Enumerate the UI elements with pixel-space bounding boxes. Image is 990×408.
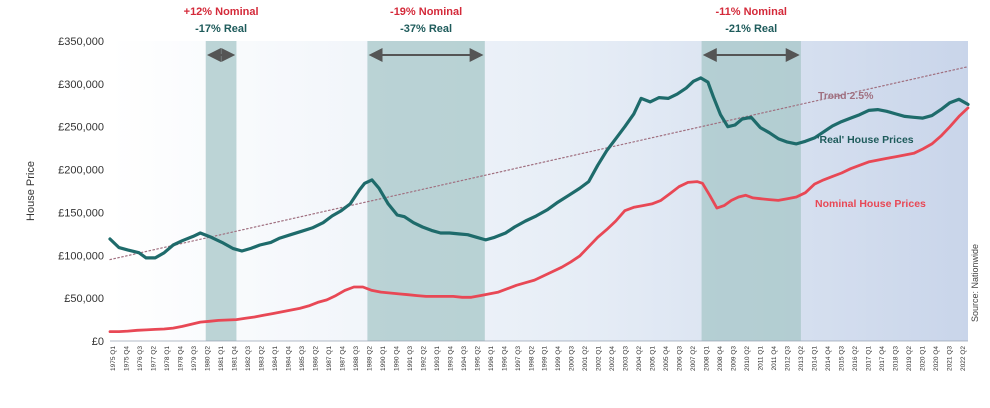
x-tick-label: 2005 Q4: [663, 346, 670, 371]
x-tick-label: 1988 Q3: [353, 346, 360, 371]
x-tick-label: 2006 Q3: [677, 346, 684, 371]
x-tick-label: 2020 Q4: [933, 346, 940, 371]
y-tick-label: £100,000: [58, 250, 104, 262]
y-tick-label: £150,000: [58, 207, 104, 219]
period-nominal-change-2: -19% Nominal: [390, 6, 462, 18]
x-tick-label: 1979 Q3: [191, 346, 198, 371]
plot-background: [110, 41, 968, 341]
x-tick-label: 1994 Q3: [461, 346, 468, 371]
x-tick-label: 1990 Q1: [380, 346, 387, 371]
x-tick-label: 2010 Q2: [744, 346, 751, 371]
x-tick-label: 2017 Q4: [879, 346, 886, 371]
x-tick-label: 1975 Q1: [110, 346, 117, 371]
x-tick-label: 1991 Q3: [407, 346, 414, 371]
x-tick-label: 1996 Q4: [501, 346, 508, 371]
x-tick-label: 1987 Q1: [326, 346, 333, 371]
x-tick-label: 1986 Q2: [312, 346, 319, 371]
x-tick-label: 2019 Q2: [906, 346, 913, 371]
trend-series-label: Trend 2.5%: [818, 90, 874, 102]
x-tick-label: 1996 Q1: [488, 346, 495, 371]
x-tick-label: 1993 Q1: [434, 346, 441, 371]
x-tick-label: 2011 Q4: [771, 346, 778, 371]
annotations: +12% Nominal -17% Real -19% Nominal -37% Re…: [184, 6, 800, 62]
x-tick-label: 2020 Q1: [920, 346, 927, 371]
y-tick-label: £200,000: [58, 165, 104, 177]
x-tick-label: 1998 Q2: [528, 346, 535, 371]
x-tick-label: 2004 Q2: [636, 346, 643, 371]
x-tick-label: 2002 Q4: [609, 346, 616, 371]
period-nominal-change-3: -11% Nominal: [715, 6, 787, 18]
x-tick-label: 1978 Q1: [164, 346, 171, 371]
x-tick-label: 2013 Q2: [798, 346, 805, 371]
x-tick-label: 2002 Q1: [596, 346, 603, 371]
x-tick-label: 1977 Q2: [150, 346, 157, 371]
period-real-change-1: -17% Real: [195, 23, 247, 35]
x-tick-label: 1993 Q4: [447, 346, 454, 371]
x-tick-label: 1984 Q1: [272, 346, 279, 371]
x-tick-label: 1999 Q1: [542, 346, 549, 371]
x-axis: 1975 Q1 1975 Q4 1976 Q3 1977 Q2 1978 Q1 1978 …: [110, 340, 968, 371]
shaded-period-3: [701, 41, 801, 341]
shaded-period-1: [205, 41, 237, 341]
x-tick-label: 1978 Q4: [177, 346, 184, 371]
x-tick-label: 1990 Q4: [393, 346, 400, 371]
y-tick-label: £350,000: [58, 36, 104, 48]
x-tick-label: 1982 Q3: [245, 346, 252, 371]
x-tick-label: 1987 Q4: [339, 346, 346, 371]
x-tick-label: 2008 Q4: [717, 346, 724, 371]
series-line-real-house-prices: [108, 76, 970, 260]
x-tick-label: 1981 Q1: [218, 346, 225, 371]
x-tick-label: 1983 Q2: [258, 346, 265, 371]
x-tick-label: 2017 Q1: [866, 346, 873, 371]
x-tick-label: 2014 Q4: [825, 346, 832, 371]
period-nominal-change-1: +12% Nominal: [184, 6, 259, 18]
period-real-change-2: -37% Real: [400, 23, 452, 35]
y-axis-label: House Price: [25, 161, 37, 221]
y-tick-label: £300,000: [58, 79, 104, 91]
x-tick-label: 1984 Q4: [285, 346, 292, 371]
shaded-period-2: [367, 41, 485, 341]
x-tick-label: 2012 Q3: [785, 346, 792, 371]
y-tick-label: £0: [92, 336, 104, 348]
x-tick-label: 2008 Q1: [704, 346, 711, 371]
x-tick-label: 2022 Q2: [960, 346, 967, 371]
x-tick-label: 2001 Q2: [582, 346, 589, 371]
x-tick-label: 1999 Q4: [555, 346, 562, 371]
x-tick-label: 2005 Q1: [650, 346, 657, 371]
period-real-change-3: -21% Real: [725, 23, 777, 35]
y-axis: £0 £50,000 £100,000 £150,000 £200,000 £250,00…: [58, 36, 104, 348]
x-tick-label: 2000 Q3: [569, 346, 576, 371]
x-tick-label: 1997 Q3: [515, 346, 522, 371]
source-label: Source: Nationwide: [970, 244, 980, 322]
x-tick-label: 2007 Q2: [690, 346, 697, 371]
x-tick-label: 2018 Q3: [893, 346, 900, 371]
x-tick-label: 2009 Q3: [731, 346, 738, 371]
y-tick-label: £50,000: [64, 293, 104, 305]
shaded-periods: [205, 41, 801, 341]
x-tick-label: 1975 Q4: [123, 346, 130, 371]
series-line-trend-2-5: [109, 66, 969, 261]
x-tick-label: 2016 Q2: [852, 346, 859, 371]
x-tick-label: 2021 Q3: [947, 346, 954, 371]
x-tick-label: 1976 Q3: [137, 346, 144, 371]
series-line-nominal-house-prices: [108, 106, 970, 333]
x-tick-label: 1989 Q2: [366, 346, 373, 371]
x-tick-label: 2014 Q1: [812, 346, 819, 371]
x-tick-label: 1981 Q4: [231, 346, 238, 371]
series-lines: [108, 66, 970, 333]
x-tick-label: 2011 Q1: [758, 346, 765, 371]
y-tick-label: £250,000: [58, 122, 104, 134]
x-tick-label: 1995 Q2: [474, 346, 481, 371]
x-tick-label: 1980 Q2: [204, 346, 211, 371]
nominal-series-label: Nominal House Prices: [815, 198, 926, 210]
real-series-label: 'Real' House Prices: [817, 134, 914, 146]
x-tick-label: 1992 Q2: [420, 346, 427, 371]
x-tick-label: 2003 Q3: [623, 346, 630, 371]
x-tick-label: 1985 Q3: [299, 346, 306, 371]
x-tick-label: 2015 Q3: [839, 346, 846, 371]
